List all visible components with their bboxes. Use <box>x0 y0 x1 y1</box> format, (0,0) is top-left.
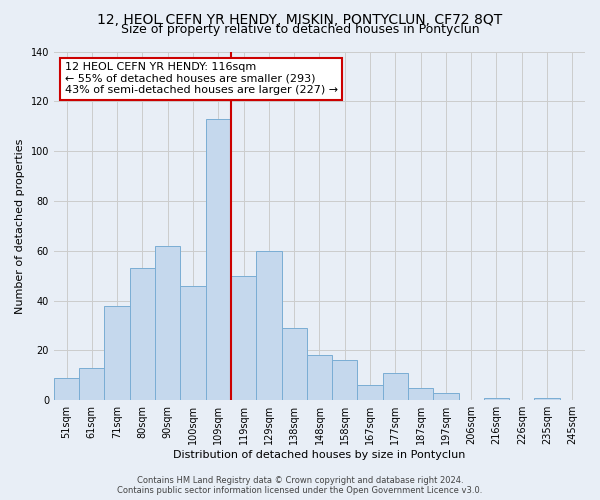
Bar <box>535 398 560 400</box>
X-axis label: Distribution of detached houses by size in Pontyclun: Distribution of detached houses by size … <box>173 450 466 460</box>
Bar <box>332 360 358 400</box>
Bar <box>358 386 383 400</box>
Bar <box>155 246 181 400</box>
Bar <box>281 328 307 400</box>
Text: Size of property relative to detached houses in Pontyclun: Size of property relative to detached ho… <box>121 22 479 36</box>
Bar <box>79 368 104 400</box>
Text: 12 HEOL CEFN YR HENDY: 116sqm
← 55% of detached houses are smaller (293)
43% of : 12 HEOL CEFN YR HENDY: 116sqm ← 55% of d… <box>65 62 338 95</box>
Bar <box>206 119 231 400</box>
Bar <box>181 286 206 400</box>
Bar <box>484 398 509 400</box>
Y-axis label: Number of detached properties: Number of detached properties <box>15 138 25 314</box>
Bar <box>130 268 155 400</box>
Bar <box>433 392 458 400</box>
Bar <box>383 373 408 400</box>
Bar <box>256 251 281 400</box>
Bar <box>231 276 256 400</box>
Bar <box>54 378 79 400</box>
Bar <box>104 306 130 400</box>
Bar <box>307 356 332 400</box>
Text: Contains HM Land Registry data © Crown copyright and database right 2024.
Contai: Contains HM Land Registry data © Crown c… <box>118 476 482 495</box>
Bar <box>408 388 433 400</box>
Text: 12, HEOL CEFN YR HENDY, MISKIN, PONTYCLUN, CF72 8QT: 12, HEOL CEFN YR HENDY, MISKIN, PONTYCLU… <box>97 12 503 26</box>
